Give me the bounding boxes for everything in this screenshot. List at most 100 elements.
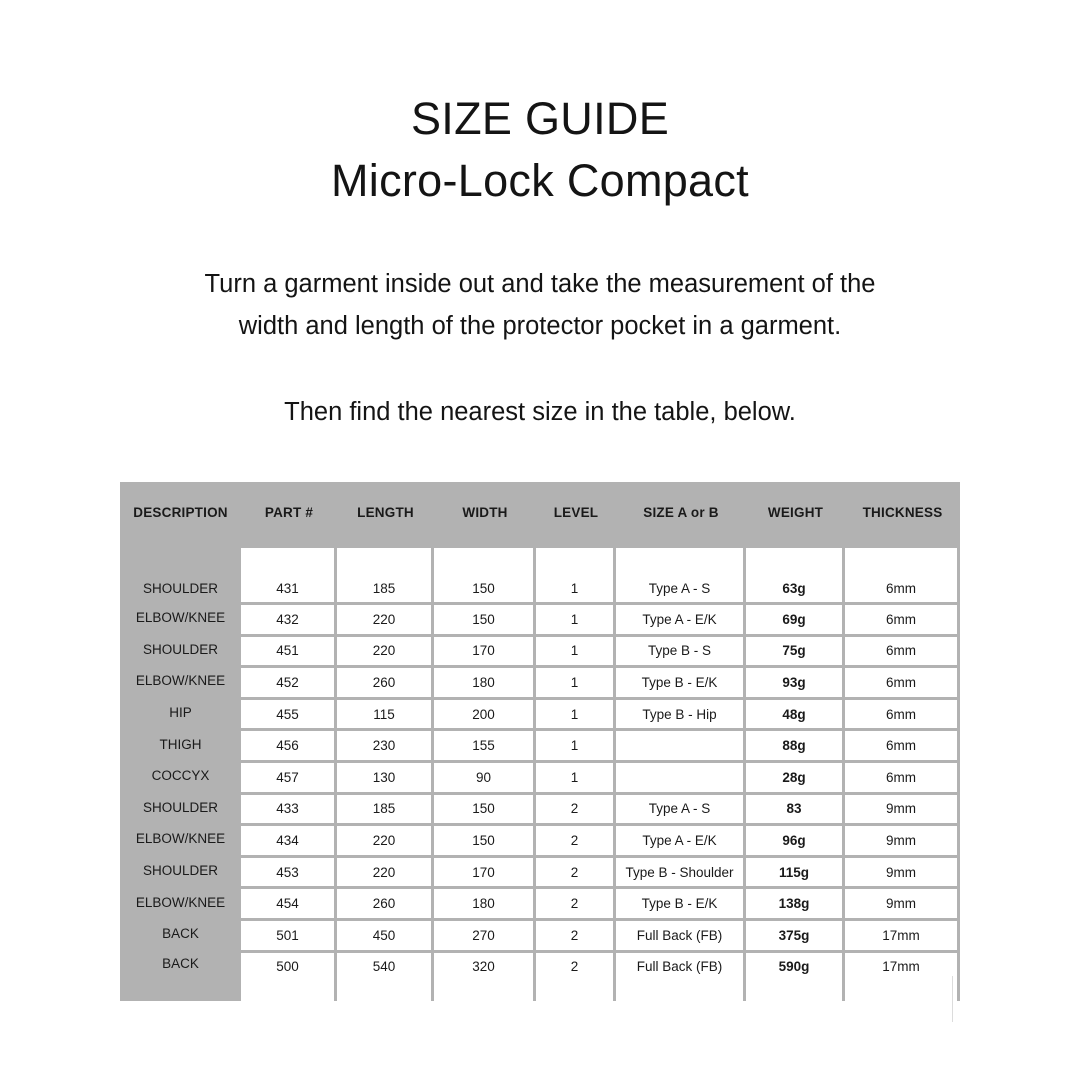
table-row: SHOULDER 431 185 150 1 Type A - S 63g 6m… xyxy=(120,542,960,602)
cell-level: 1 xyxy=(536,696,616,729)
cell-part: 434 xyxy=(241,823,337,855)
column-header-level: LEVEL xyxy=(536,482,616,542)
cell-description: SHOULDER xyxy=(120,854,241,887)
cell-size: Type B - Hip xyxy=(616,696,746,729)
cell-width: 170 xyxy=(434,854,536,887)
cell-thickness: 6mm xyxy=(845,728,960,760)
cell-level: 1 xyxy=(536,633,616,666)
cell-level: 1 xyxy=(536,665,616,697)
cell-length: 540 xyxy=(337,949,434,1001)
cell-thickness: 17mm xyxy=(845,949,960,1001)
cell-width: 150 xyxy=(434,823,536,855)
cell-length: 220 xyxy=(337,633,434,666)
cell-thickness: 6mm xyxy=(845,696,960,729)
cell-length: 260 xyxy=(337,665,434,697)
cell-weight: 48g xyxy=(746,696,845,729)
cell-length: 220 xyxy=(337,823,434,855)
cell-width: 150 xyxy=(434,602,536,634)
page-title: SIZE GUIDE Micro-Lock Compact xyxy=(0,88,1080,212)
table-row: SHOULDER 433 185 150 2 Type A - S 83 9mm xyxy=(120,791,960,824)
cell-length: 260 xyxy=(337,886,434,918)
cell-description: SHOULDER xyxy=(120,791,241,824)
cell-width: 155 xyxy=(434,728,536,760)
cell-description: THIGH xyxy=(120,728,241,760)
cell-length: 230 xyxy=(337,728,434,760)
cell-size: Type B - S xyxy=(616,633,746,666)
cell-weight: 75g xyxy=(746,633,845,666)
cell-width: 170 xyxy=(434,633,536,666)
cell-description: ELBOW/KNEE xyxy=(120,665,241,697)
cell-level: 2 xyxy=(536,823,616,855)
cell-thickness: 9mm xyxy=(845,886,960,918)
column-header-width: WIDTH xyxy=(434,482,536,542)
cell-width: 150 xyxy=(434,542,536,602)
table-header-row: DESCRIPTION PART # LENGTH WIDTH LEVEL SI… xyxy=(120,482,960,542)
cell-thickness: 9mm xyxy=(845,791,960,824)
cell-description: ELBOW/KNEE xyxy=(120,602,241,634)
intro-text: Turn a garment inside out and take the m… xyxy=(0,263,1080,433)
cell-level: 2 xyxy=(536,949,616,1001)
cell-part: 501 xyxy=(241,917,337,950)
cell-width: 180 xyxy=(434,665,536,697)
table-row: ELBOW/KNEE 452 260 180 1 Type B - E/K 93… xyxy=(120,665,960,697)
cell-length: 185 xyxy=(337,542,434,602)
cell-description: ELBOW/KNEE xyxy=(120,823,241,855)
cell-description: ELBOW/KNEE xyxy=(120,886,241,918)
cell-level: 1 xyxy=(536,728,616,760)
title-secondary: Micro-Lock Compact xyxy=(330,155,749,206)
column-header-part: PART # xyxy=(241,482,337,542)
page-edge-artifact xyxy=(952,976,953,1022)
cell-level: 1 xyxy=(536,542,616,602)
column-header-description: DESCRIPTION xyxy=(120,482,241,542)
cell-length: 130 xyxy=(337,759,434,792)
cell-size: Type B - E/K xyxy=(616,886,746,918)
column-header-size: SIZE A or B xyxy=(616,482,746,542)
table-row: ELBOW/KNEE 432 220 150 1 Type A - E/K 69… xyxy=(120,602,960,634)
cell-level: 2 xyxy=(536,791,616,824)
cell-description: BACK xyxy=(120,949,241,1001)
cell-size: Type B - Shoulder xyxy=(616,854,746,887)
cell-thickness: 6mm xyxy=(845,542,960,602)
cell-weight: 590g xyxy=(746,949,845,1001)
cell-description: BACK xyxy=(120,917,241,950)
cell-size: Type B - E/K xyxy=(616,665,746,697)
cell-weight: 63g xyxy=(746,542,845,602)
table-row: ELBOW/KNEE 454 260 180 2 Type B - E/K 13… xyxy=(120,886,960,918)
column-header-length: LENGTH xyxy=(337,482,434,542)
cell-size: Type A - S xyxy=(616,542,746,602)
cell-description: HIP xyxy=(120,696,241,729)
cell-part: 457 xyxy=(241,759,337,792)
title-primary: SIZE GUIDE xyxy=(410,93,670,144)
intro-line-1: Turn a garment inside out and take the m… xyxy=(204,270,876,298)
cell-width: 90 xyxy=(434,759,536,792)
table-header: DESCRIPTION PART # LENGTH WIDTH LEVEL SI… xyxy=(120,482,960,542)
cell-level: 1 xyxy=(536,602,616,634)
cell-weight: 83 xyxy=(746,791,845,824)
cell-weight: 93g xyxy=(746,665,845,697)
cell-weight: 375g xyxy=(746,917,845,950)
cell-width: 150 xyxy=(434,791,536,824)
table-row: BACK 501 450 270 2 Full Back (FB) 375g 1… xyxy=(120,917,960,950)
cell-part: 455 xyxy=(241,696,337,729)
cell-length: 115 xyxy=(337,696,434,729)
cell-size: Type A - E/K xyxy=(616,602,746,634)
table-row: THIGH 456 230 155 1 88g 6mm xyxy=(120,728,960,760)
cell-width: 180 xyxy=(434,886,536,918)
cell-length: 450 xyxy=(337,917,434,950)
cell-length: 220 xyxy=(337,854,434,887)
cell-part: 451 xyxy=(241,633,337,666)
size-table: DESCRIPTION PART # LENGTH WIDTH LEVEL SI… xyxy=(120,482,960,1001)
cell-thickness: 6mm xyxy=(845,759,960,792)
cell-description: COCCYX xyxy=(120,759,241,792)
intro-line-2: width and length of the protector pocket… xyxy=(238,312,842,340)
cell-width: 200 xyxy=(434,696,536,729)
cell-length: 185 xyxy=(337,791,434,824)
cell-weight: 69g xyxy=(746,602,845,634)
table-row: SHOULDER 451 220 170 1 Type B - S 75g 6m… xyxy=(120,633,960,666)
cell-size xyxy=(616,759,746,792)
cell-level: 2 xyxy=(536,917,616,950)
cell-part: 433 xyxy=(241,791,337,824)
cell-part: 431 xyxy=(241,542,337,602)
cell-thickness: 9mm xyxy=(845,854,960,887)
